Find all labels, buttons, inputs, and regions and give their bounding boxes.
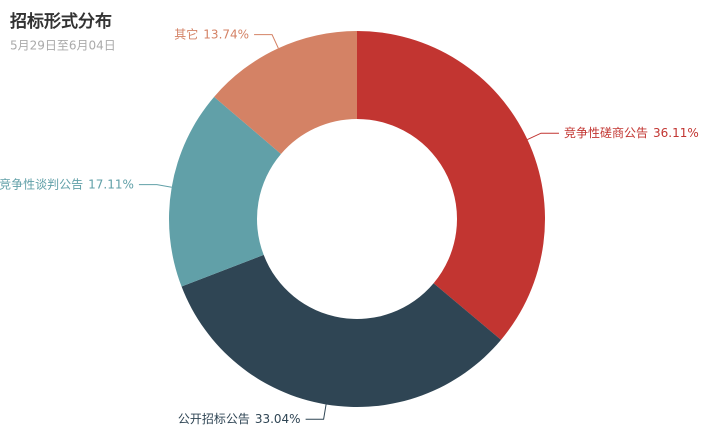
slice-name: 竞争性磋商公告 [564, 125, 648, 140]
slice-label: 公开招标公告 33.04% [178, 412, 301, 426]
leader-line [527, 132, 559, 140]
slice-value: 17.11% [88, 177, 134, 191]
donut-slice [181, 254, 502, 407]
donut-slice [214, 31, 357, 155]
chart-subtitle: 5月29日至6月04日 [10, 39, 116, 53]
slice-value: 36.11% [653, 126, 699, 140]
leader-line [254, 34, 279, 49]
donut-slice [168, 96, 282, 287]
chart-title: 招标形式分布 [10, 11, 112, 32]
slice-value: 33.04% [255, 412, 301, 426]
slice-name: 公开招标公告 [178, 412, 250, 426]
slice-label: 竞争性谈判公告 17.11% [0, 177, 134, 191]
slice-label: 竞争性磋商公告 36.11% [564, 125, 699, 140]
slice-name: 竞争性谈判公告 [0, 177, 83, 191]
leader-line [305, 404, 327, 420]
slice-value: 13.74% [203, 27, 249, 41]
slice-name: 其它 [174, 26, 198, 41]
leader-line [138, 184, 172, 188]
donut-slice [357, 31, 545, 340]
slice-label: 其它 13.74% [174, 26, 249, 41]
